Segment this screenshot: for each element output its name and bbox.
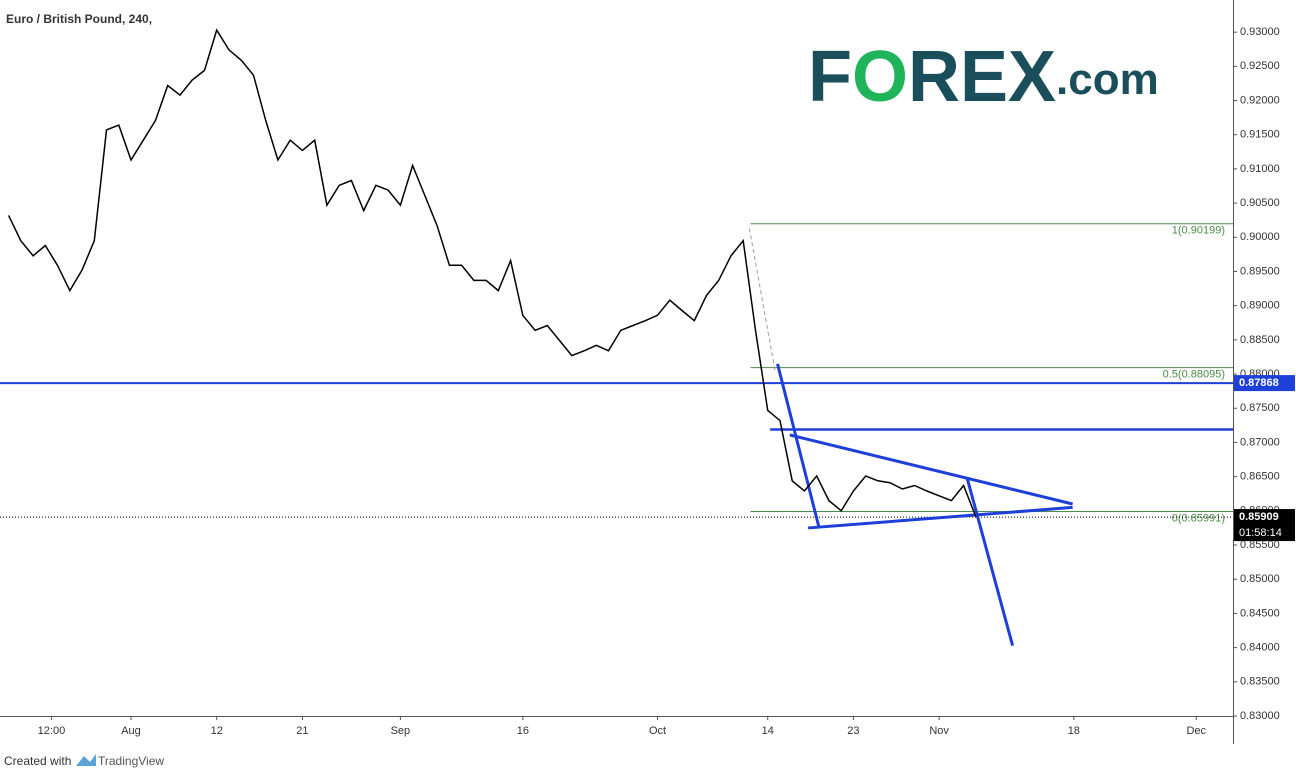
x-tick-label: 12:00 bbox=[38, 725, 66, 737]
y-tick-label: 0.85500 bbox=[1240, 539, 1280, 551]
y-tick-label: 0.90000 bbox=[1240, 231, 1280, 243]
y-tick-label: 0.84500 bbox=[1240, 607, 1280, 619]
y-tick-label: 0.85000 bbox=[1240, 573, 1280, 585]
x-tick-label: 23 bbox=[847, 725, 859, 737]
x-tick-label: Aug bbox=[121, 725, 141, 737]
y-tick-label: 0.87500 bbox=[1240, 402, 1280, 414]
fib-label: 1(0.90199) bbox=[1172, 225, 1225, 237]
footer-icon bbox=[76, 754, 96, 766]
y-tick-label: 0.84000 bbox=[1240, 642, 1280, 654]
y-tick-label: 0.93000 bbox=[1240, 26, 1280, 38]
logo: FOREX.com bbox=[808, 37, 1159, 117]
x-tick-label: Dec bbox=[1186, 725, 1206, 737]
countdown: 01:58:14 bbox=[1239, 527, 1282, 539]
x-tick-label: 16 bbox=[517, 725, 529, 737]
y-tick-label: 0.87000 bbox=[1240, 436, 1280, 448]
fib-label: 0(0.85991) bbox=[1172, 512, 1225, 524]
y-tick-label: 0.91500 bbox=[1240, 129, 1280, 141]
trend-line bbox=[808, 505, 1073, 530]
x-tick-label: 12 bbox=[211, 725, 223, 737]
y-tick-label: 0.89000 bbox=[1240, 300, 1280, 312]
x-tick-label: Sep bbox=[391, 725, 411, 737]
support-price-label: 0.87868 bbox=[1239, 377, 1279, 389]
y-tick-label: 0.88500 bbox=[1240, 334, 1280, 346]
footer-brand: TradingView bbox=[98, 754, 164, 768]
trend-line bbox=[776, 363, 821, 529]
logo-part: REX bbox=[908, 37, 1056, 117]
y-tick-label: 0.89500 bbox=[1240, 265, 1280, 277]
trend-line bbox=[965, 478, 1015, 646]
x-tick-label: 14 bbox=[762, 725, 774, 737]
last-price-label: 0.85909 bbox=[1239, 511, 1279, 523]
y-tick-label: 0.91000 bbox=[1240, 163, 1280, 175]
x-tick-label: Oct bbox=[649, 725, 666, 737]
footer-prefix: Created with bbox=[4, 754, 71, 768]
y-tick-label: 0.90500 bbox=[1240, 197, 1280, 209]
logo-part: F bbox=[808, 37, 852, 117]
y-tick-label: 0.83500 bbox=[1240, 676, 1280, 688]
trend-line bbox=[789, 433, 1073, 506]
y-tick-label: 0.92500 bbox=[1240, 60, 1280, 72]
y-tick-label: 0.92000 bbox=[1240, 94, 1280, 106]
support-price-box bbox=[1234, 375, 1295, 392]
y-tick-label: 0.83000 bbox=[1240, 710, 1280, 722]
x-tick-label: 18 bbox=[1068, 725, 1080, 737]
x-tick-label: Nov bbox=[929, 725, 949, 737]
price-line bbox=[7, 28, 977, 518]
logo-part: O bbox=[852, 37, 908, 117]
trend-line bbox=[748, 228, 776, 371]
fib-label: 0.5(0.88095) bbox=[1163, 368, 1225, 380]
logo-part: .com bbox=[1056, 55, 1159, 104]
chart-title: Euro / British Pound, 240, bbox=[6, 12, 152, 26]
x-tick-label: 21 bbox=[296, 725, 308, 737]
y-tick-label: 0.86500 bbox=[1240, 471, 1280, 483]
last-price-box bbox=[1234, 509, 1295, 542]
